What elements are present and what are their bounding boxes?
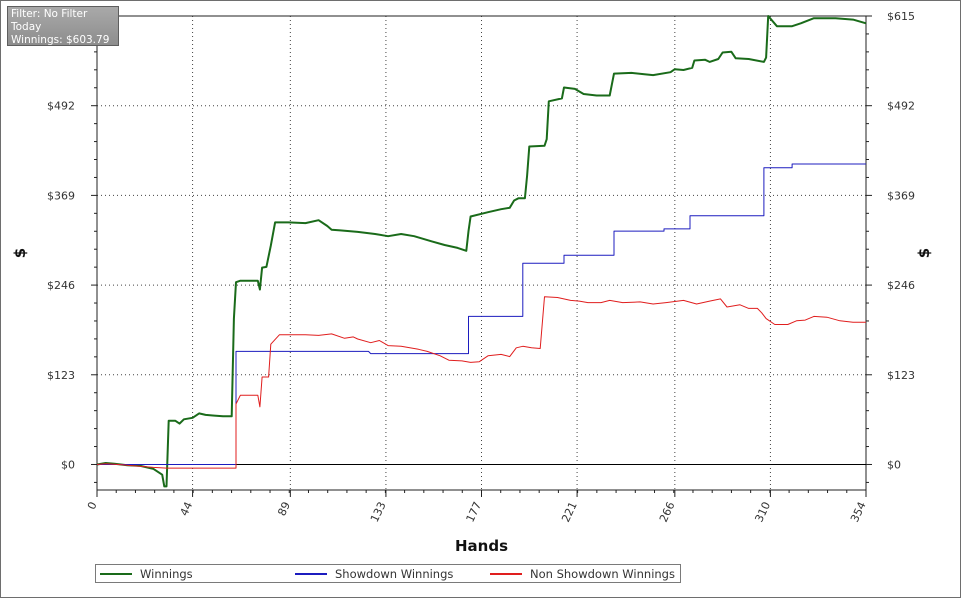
y-axis-title-right: $ (915, 248, 933, 258)
filter-text: Filter: No Filter (11, 8, 88, 20)
y-tick-label-right: $492 (887, 100, 915, 113)
y-tick-label-right: $123 (887, 369, 915, 382)
legend-label-showdown-winnings: Showdown Winnings (335, 566, 454, 581)
y-tick-label-right: $615 (887, 10, 915, 23)
legend: Winnings Showdown Winnings Non Showdown … (95, 564, 681, 583)
legend-label-non-showdown-winnings: Non Showdown Winnings (530, 566, 675, 581)
x-tick-label: 354 (848, 500, 869, 525)
x-tick-label: 44 (178, 500, 196, 518)
y-tick-label-left: $492 (47, 100, 75, 113)
winnings-total-text: Winnings: $603.79 (11, 34, 110, 46)
legend-swatch-winnings (100, 572, 132, 575)
legend-item-winnings: Winnings (100, 565, 193, 582)
series-line-non-showdown-winnings (96, 296, 866, 469)
legend-swatch-showdown-winnings (295, 572, 327, 575)
x-tick-label: 0 (85, 500, 100, 512)
legend-item-showdown-winnings: Showdown Winnings (295, 565, 453, 582)
filter-info-box: Filter: No Filter Today Winnings: $603.7… (7, 6, 119, 46)
x-tick-label: 310 (752, 500, 773, 525)
x-tick-label: 221 (559, 500, 580, 525)
x-tick-label: 133 (368, 500, 389, 525)
y-tick-label-left: $0 (61, 458, 75, 471)
x-tick-label: 266 (657, 500, 678, 525)
y-tick-label-left: $123 (47, 369, 75, 382)
x-tick-label: 89 (275, 500, 293, 518)
y-tick-label-right: $369 (887, 189, 915, 202)
x-tick-label: 177 (464, 500, 485, 525)
y-tick-label-right: $0 (887, 458, 901, 471)
series-line-showdown-winnings (97, 163, 866, 465)
period-text: Today (11, 21, 42, 33)
y-tick-label-right: $246 (887, 279, 915, 292)
x-axis-title: Hands (455, 537, 508, 555)
legend-item-non-showdown-winnings: Non Showdown Winnings (490, 565, 675, 582)
y-tick-label-left: $369 (47, 189, 75, 202)
series-lines (96, 15, 867, 488)
grid (97, 15, 866, 490)
series-line-winnings (96, 15, 867, 488)
legend-swatch-non-showdown-winnings (490, 572, 522, 575)
y-tick-label-left: $246 (47, 279, 75, 292)
tick-labels: $0 $0 $123 $123 $246 $246 $369 $369 $492 $492 $615… (47, 10, 915, 524)
legend-label-winnings: Winnings (140, 566, 193, 581)
y-axis-title-left: $ (11, 248, 29, 258)
